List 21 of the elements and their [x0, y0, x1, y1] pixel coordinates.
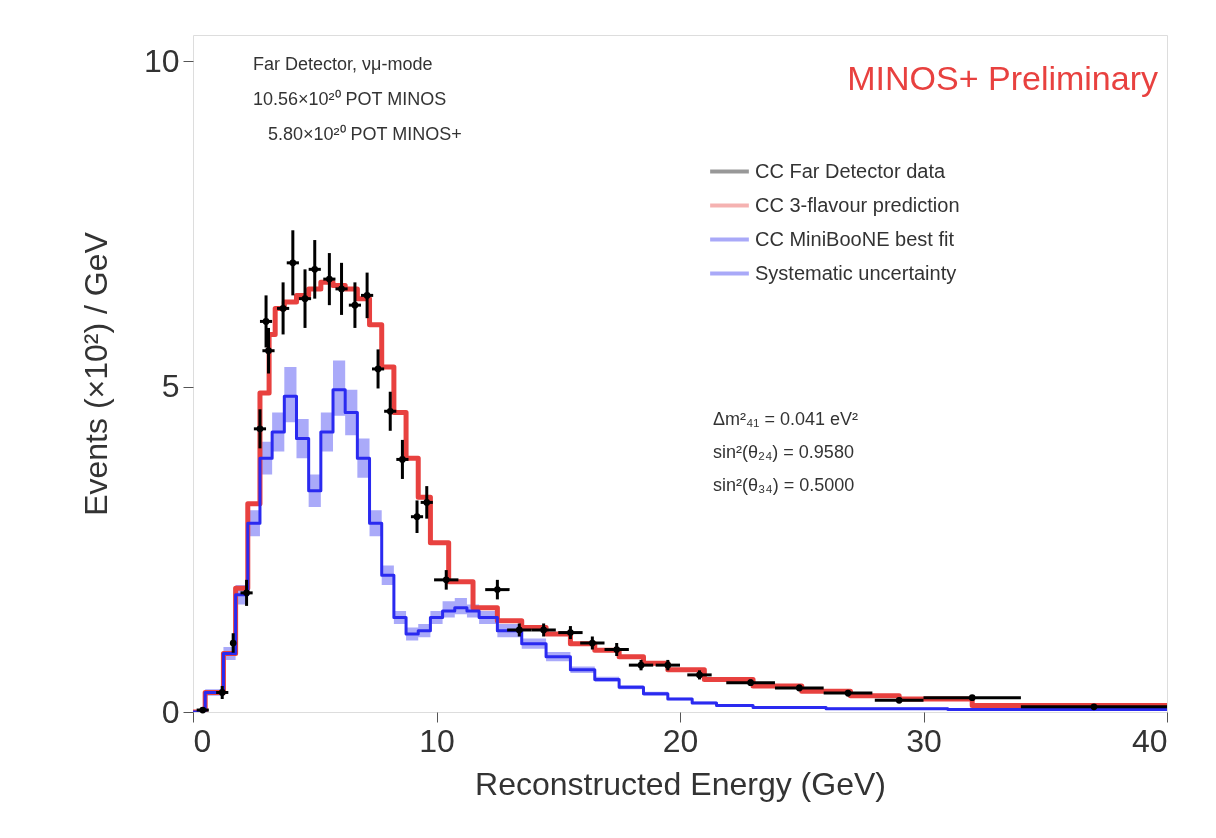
x-axis-title: Reconstructed Energy (GeV)	[475, 765, 886, 802]
x-tick-label: 10	[419, 722, 455, 759]
x-tick-label: 0	[193, 722, 212, 759]
x-tick-label: 30	[906, 722, 942, 759]
annotation: Far Detector, νμ-mode	[253, 54, 433, 74]
annotation: sin²(θ₃₄) = 0.5000	[713, 475, 855, 495]
annotation: Δm²₄₁ = 0.041 eV²	[713, 409, 859, 429]
legend-label: CC MiniBooNE best fit	[755, 227, 955, 250]
annotation: Systematic uncertainty	[755, 261, 957, 284]
y-tick-label: 10	[143, 42, 180, 79]
x-tick-label: 20	[662, 722, 699, 759]
legend-label: CC Far Detector data	[755, 159, 946, 182]
annotation: sin²(θ₂₄) = 0.9580	[713, 442, 854, 462]
annotation: MINOS+ Preliminary	[847, 59, 1158, 97]
y-axis-title: Events (×10²) / GeV	[77, 231, 114, 516]
y-tick-label: 0	[161, 693, 180, 730]
annotation: 10.56×10²⁰ POT MINOS	[253, 89, 447, 109]
annotation: 5.80×10²⁰ POT MINOS+	[268, 124, 462, 144]
y-tick-label: 5	[161, 368, 180, 405]
legend-label: CC 3-flavour prediction	[755, 193, 960, 216]
x-tick-label: 40	[1131, 722, 1168, 759]
